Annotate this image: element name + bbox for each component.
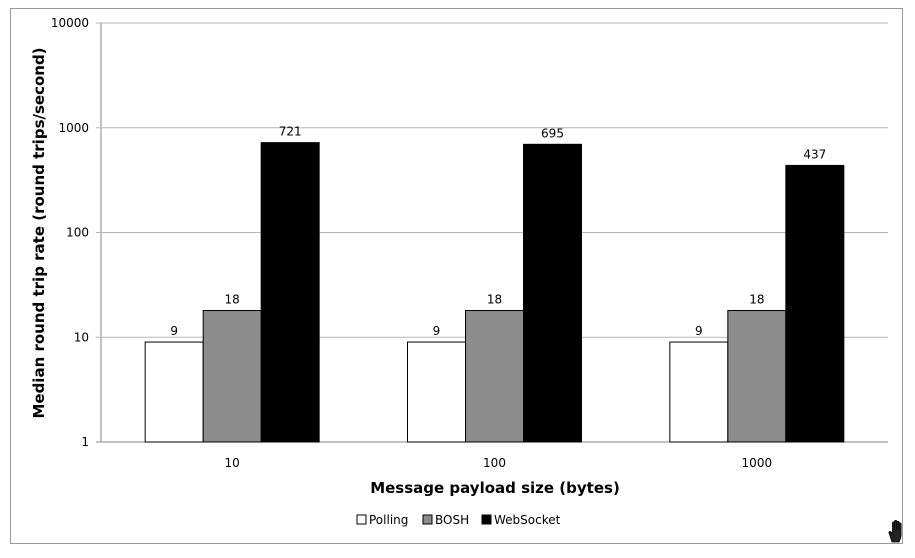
y-tick-label: 100 (66, 226, 89, 240)
x-tick-label: 100 (483, 456, 506, 470)
y-tick-label: 10 (74, 330, 89, 344)
bar-websocket-1000 (785, 164, 845, 443)
x-axis-title: Message payload size (bytes) (370, 479, 620, 497)
y-tick-label: 1 (81, 435, 89, 449)
data-label: 721 (279, 125, 302, 139)
y-tick-label: 10000 (51, 16, 89, 30)
bar-bosh-100 (465, 310, 524, 443)
data-label: 18 (749, 293, 764, 307)
y-tick-label: 1000 (58, 121, 89, 135)
bar-bosh-1000 (727, 310, 787, 443)
x-tick-label: 1000 (742, 456, 773, 470)
bar-websocket-100 (523, 143, 582, 443)
data-labels: 9 18 721 9 18 695 9 18 437 (170, 125, 826, 338)
y-axis-title: Median round trip rate (round trips/seco… (30, 47, 48, 418)
bars (144, 142, 845, 443)
bar-bosh-10 (202, 310, 262, 443)
data-label: 9 (695, 324, 703, 338)
legend-label-polling: Polling (369, 513, 408, 527)
data-label: 437 (803, 147, 826, 161)
data-label: 695 (541, 126, 564, 140)
legend-swatch-polling (356, 514, 367, 525)
legend-swatch-websocket (481, 514, 492, 525)
y-axis-ticks: 1 10 100 1000 10000 (51, 16, 89, 449)
bar-polling-1000 (669, 341, 729, 443)
chart-frame (10, 8, 903, 544)
data-label: 9 (433, 324, 441, 338)
legend-label-bosh: BOSH (435, 513, 469, 527)
data-label: 18 (225, 293, 240, 307)
x-tick-label: 10 (225, 456, 240, 470)
legend: Polling BOSH WebSocket (356, 513, 561, 527)
bar-polling-100 (407, 341, 466, 443)
bar-polling-10 (144, 341, 204, 443)
hand-cursor-icon (888, 520, 902, 543)
data-label: 9 (170, 324, 178, 338)
bar-websocket-10 (260, 142, 320, 443)
x-axis-ticks: 10 100 1000 (225, 456, 773, 470)
legend-label-websocket: WebSocket (494, 513, 561, 527)
legend-swatch-bosh (422, 514, 433, 525)
data-label: 18 (487, 293, 502, 307)
